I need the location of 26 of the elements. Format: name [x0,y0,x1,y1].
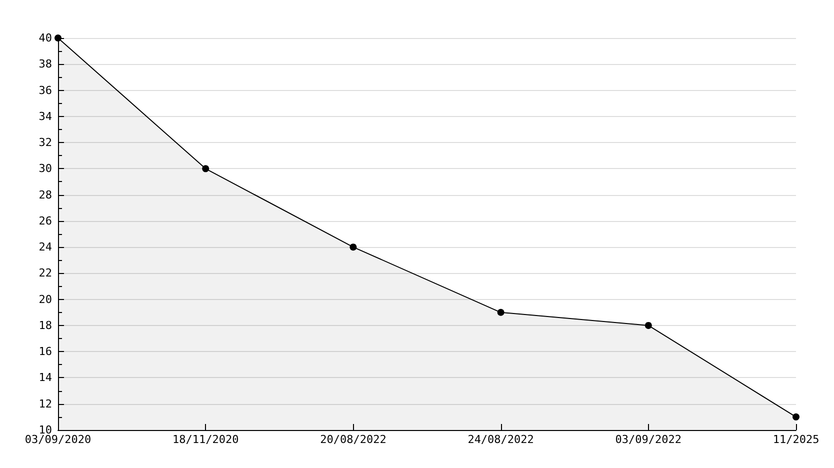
y-tick-label: 32 [38,136,52,150]
y-tick-label: 16 [38,345,52,358]
point [202,165,210,172]
y-tick-label: 22 [38,266,52,280]
point [350,244,357,251]
point [644,322,652,329]
point [792,413,800,420]
y-tick-label: 26 [38,214,52,228]
x-tick-label: 20/08/2022 [320,433,386,446]
x-tick-label: 11/2025 [772,433,820,446]
x-tick-label: 24/08/2022 [468,433,534,446]
y-tick-label: 12 [38,397,52,410]
y-tick-label: 18 [38,318,52,332]
x-tick-label: 18/11/2020 [172,433,239,446]
y-tick-label: 30 [38,162,52,176]
y-tick-label: 34 [38,110,52,123]
point [54,34,62,42]
y-tick-label: 36 [38,84,52,97]
y-tick-label: 24 [38,240,52,254]
y-tick-label: 20 [38,292,52,306]
x-tick-label: 03/09/2022 [615,433,682,446]
y-tick-label: 38 [38,58,52,71]
y-tick-label: 14 [38,371,52,384]
y-tick-label: 40 [38,32,52,44]
point [497,308,504,316]
y-tick-label: 28 [38,188,52,202]
